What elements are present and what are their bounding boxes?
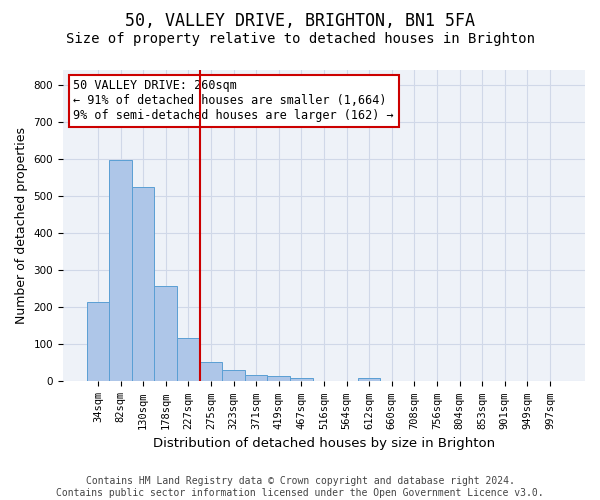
- Bar: [358, 378, 380, 382]
- Bar: [86, 302, 109, 382]
- Bar: [109, 160, 132, 382]
- Bar: [245, 375, 268, 382]
- X-axis label: Distribution of detached houses by size in Brighton: Distribution of detached houses by size …: [153, 437, 495, 450]
- Bar: [200, 362, 222, 382]
- Bar: [268, 376, 290, 382]
- Bar: [290, 378, 313, 382]
- Text: Contains HM Land Registry data © Crown copyright and database right 2024.
Contai: Contains HM Land Registry data © Crown c…: [56, 476, 544, 498]
- Bar: [222, 370, 245, 382]
- Bar: [132, 187, 154, 382]
- Text: 50 VALLEY DRIVE: 260sqm
← 91% of detached houses are smaller (1,664)
9% of semi-: 50 VALLEY DRIVE: 260sqm ← 91% of detache…: [73, 80, 394, 122]
- Text: Size of property relative to detached houses in Brighton: Size of property relative to detached ho…: [65, 32, 535, 46]
- Bar: [154, 286, 177, 382]
- Text: 50, VALLEY DRIVE, BRIGHTON, BN1 5FA: 50, VALLEY DRIVE, BRIGHTON, BN1 5FA: [125, 12, 475, 30]
- Bar: [177, 338, 200, 382]
- Y-axis label: Number of detached properties: Number of detached properties: [15, 127, 28, 324]
